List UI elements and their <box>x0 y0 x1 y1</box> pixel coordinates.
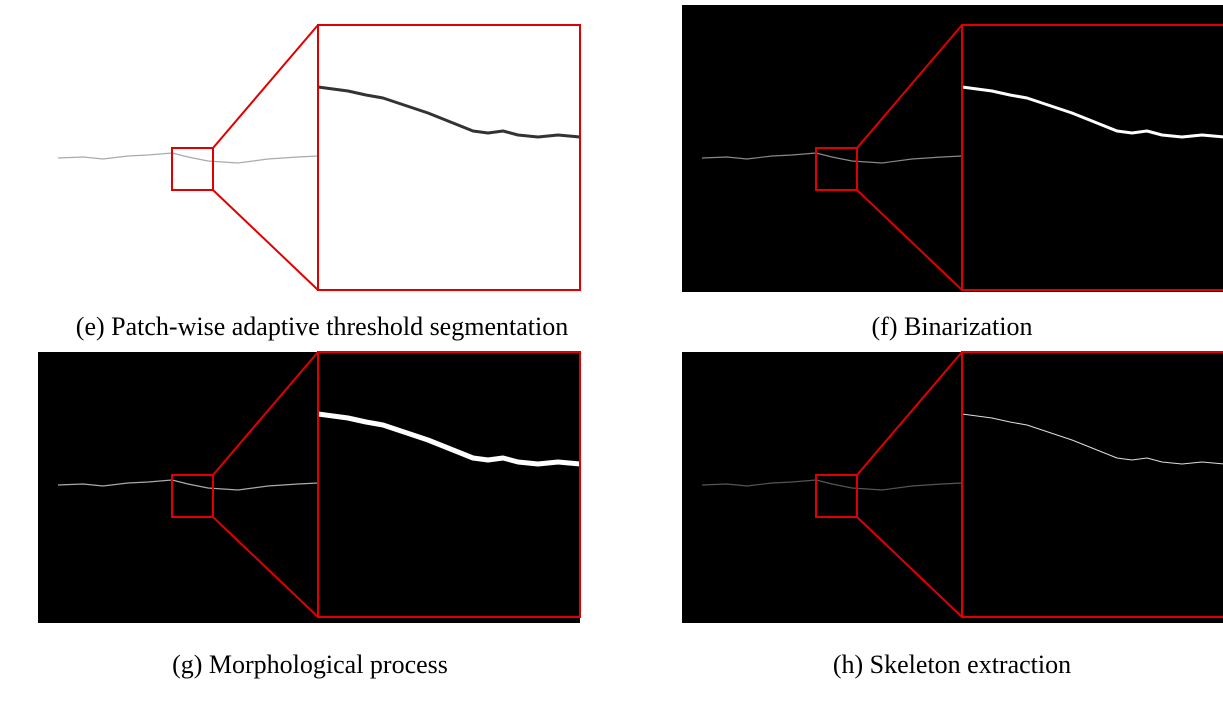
panel-background <box>38 352 580 623</box>
panel-background <box>682 352 1223 623</box>
caption: (e) Patch-wise adaptive threshold segmen… <box>76 312 568 341</box>
panel-background <box>682 5 1223 292</box>
caption: (h) Skeleton extraction <box>833 650 1071 679</box>
figure: (e) Patch-wise adaptive threshold segmen… <box>0 0 1223 707</box>
caption: (f) Binarization <box>872 312 1033 341</box>
caption: (g) Morphological process <box>172 650 448 679</box>
